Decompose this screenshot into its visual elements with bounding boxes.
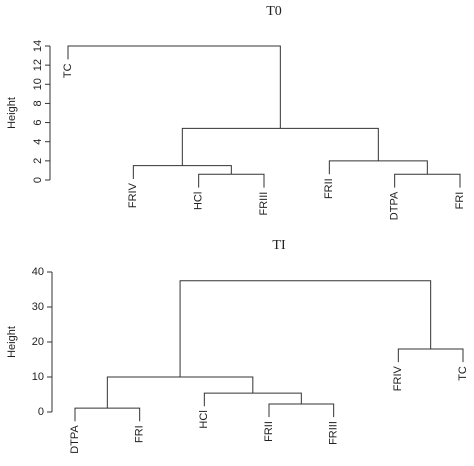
y-tick-label: 0 [32,177,44,183]
chart-title: T0 [266,4,282,19]
leaf-label: DTPA [389,191,401,220]
leaf-label: FRII [263,421,275,442]
leaf-label: FRI [454,192,466,210]
leaf-label: FRIV [127,182,139,208]
leaf-label: FRIII [258,192,270,216]
merge-link [394,173,461,188]
y-tick-label: 30 [32,301,44,313]
merge-link [106,376,254,409]
merge-link [397,348,464,363]
leaf-label: FRIII [328,421,340,445]
y-tick-label: 14 [32,40,44,52]
leaf-label: FRI [134,425,146,443]
merge-link [179,280,432,377]
y-tick-label: 4 [32,139,44,145]
leaf-label: TC [62,63,74,78]
merge-link [181,127,379,166]
leaf-label: DTPA [69,425,81,454]
y-tick-label: 2 [32,158,44,164]
merge-link [67,45,281,129]
y-tick-label: 20 [32,336,44,348]
chart-title: TI [272,238,286,253]
y-tick-label: 0 [38,406,44,418]
y-tick-label: 10 [32,78,44,90]
merge-link [74,407,141,422]
merge-link [268,403,335,418]
y-tick-label: 12 [32,59,44,71]
y-tick-label: 6 [32,120,44,126]
y-tick-label: 40 [32,266,44,278]
y-tick-label: 8 [32,100,44,106]
y-tick-label: 10 [32,371,44,383]
merge-link [198,173,265,188]
y-axis-label: Height [6,97,18,129]
leaf-label: FRII [323,178,335,199]
leaf-label: HCl [198,410,210,428]
merge-link [328,160,428,175]
leaf-label: FRIV [392,365,404,391]
merge-link [132,165,232,180]
leaf-label: TC [457,366,469,381]
leaf-label: HCl [193,192,205,210]
y-axis-label: Height [6,326,18,358]
